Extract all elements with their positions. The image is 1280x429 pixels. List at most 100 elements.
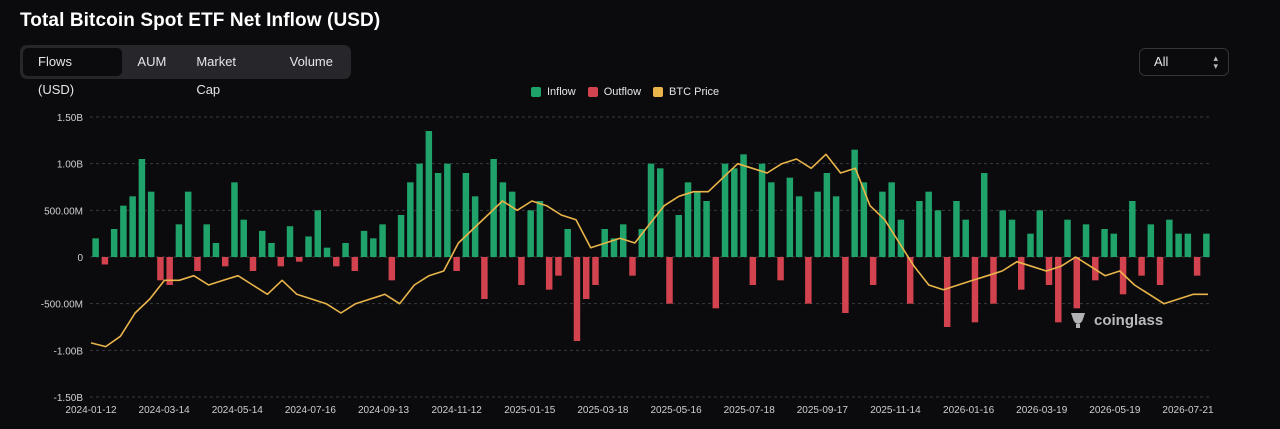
inflow-bar — [1036, 210, 1043, 257]
inflow-bar — [684, 182, 692, 257]
inflow-bar — [397, 215, 405, 257]
inflow-bar — [758, 163, 766, 257]
coinglass-logo-icon — [1071, 313, 1085, 328]
range-select-value: All — [1154, 54, 1169, 69]
outflow-bar — [666, 257, 673, 304]
outflow-bar — [990, 257, 997, 304]
legend-btc-price[interactable]: BTC Price — [653, 86, 719, 98]
outflow-bar — [555, 257, 562, 276]
inflow-bar — [323, 247, 331, 257]
inflow-bar — [138, 159, 146, 257]
inflow-bar — [657, 168, 664, 257]
outflow-bar — [277, 257, 284, 267]
inflow-bar — [370, 238, 377, 257]
outflow-bar — [842, 257, 849, 313]
inflow-bar — [962, 219, 969, 257]
inflow-bar — [203, 224, 210, 257]
inflow-bar — [1082, 224, 1090, 257]
tab-aum[interactable]: AUM — [137, 54, 167, 69]
x-tick-label: 2025-01-15 — [504, 405, 556, 416]
inflow-bar — [499, 182, 507, 257]
x-tick-label: 2025-11-14 — [870, 405, 921, 416]
inflow-bar — [147, 191, 155, 257]
inflow-bar — [721, 163, 729, 257]
inflow-bar — [1129, 201, 1136, 257]
outflow-bar — [1138, 257, 1145, 276]
x-tick-label: 2024-07-16 — [285, 405, 337, 416]
btc-price-swatch — [653, 87, 664, 97]
outflow-bar — [906, 257, 914, 304]
inflow-bar — [527, 210, 534, 257]
inflow-bar — [342, 243, 349, 257]
inflow-bar — [925, 191, 932, 257]
outflow-bar — [1119, 257, 1127, 295]
outflow-bar — [712, 257, 720, 309]
outflow-bar — [351, 257, 359, 271]
outflow-bar — [333, 257, 340, 267]
legend-inflow[interactable]: Inflow — [531, 86, 576, 98]
y-tick-label: 1.00B — [57, 160, 83, 171]
x-tick-label: 2026-03-19 — [1016, 405, 1068, 416]
inflow-bar — [434, 173, 442, 257]
range-select[interactable]: All ▴ ▾ — [1139, 48, 1229, 76]
x-tick-label: 2024-11-12 — [431, 405, 482, 416]
inflow-bar — [360, 230, 368, 257]
x-tick-label: 2024-03-14 — [139, 405, 191, 416]
inflow-bar — [897, 219, 905, 257]
inflow-bar — [564, 229, 571, 257]
x-tick-label: 2025-03-18 — [577, 405, 629, 416]
inflow-bar — [92, 238, 99, 257]
y-tick-label: -500.00M — [41, 300, 83, 311]
inflow-bar — [934, 210, 942, 257]
legend-outflow[interactable]: Outflow — [587, 86, 642, 98]
inflow-bar — [110, 229, 118, 257]
outflow-bar — [573, 257, 581, 341]
outflow-bar — [1055, 257, 1062, 323]
inflow-bar — [638, 229, 645, 257]
inflow-bar — [851, 149, 858, 257]
inflow-bar — [120, 205, 127, 257]
inflow-bar — [425, 131, 433, 257]
outflow-bar — [749, 257, 757, 285]
y-tick-label: -1.50B — [54, 393, 84, 404]
outflow-bar — [592, 257, 599, 285]
page-title: Total Bitcoin Spot ETF Net Inflow (USD) — [20, 10, 381, 31]
outflow-bar — [805, 257, 812, 304]
inflow-bar — [832, 196, 840, 257]
outflow-bar — [545, 257, 553, 290]
inflow-bar — [786, 177, 794, 257]
inflow-bar — [888, 182, 895, 257]
inflow-bar — [647, 163, 655, 257]
inflow-bar — [184, 191, 192, 257]
inflow-bar — [536, 201, 544, 257]
legend-outflow-label: Outflow — [603, 86, 642, 98]
tab-market-cap[interactable]: Market Cap — [196, 54, 237, 97]
outflow-bar — [971, 257, 979, 323]
y-tick-label: 0 — [77, 253, 83, 264]
tab-flows[interactable]: Flows (USD) — [23, 48, 123, 97]
y-tick-label: 1.50B — [57, 113, 83, 124]
legend-btc-price-label: BTC Price — [669, 86, 720, 98]
x-tick-label: 2026-05-19 — [1089, 405, 1141, 416]
inflow-bar — [1110, 233, 1118, 257]
outflow-bar — [1156, 257, 1164, 285]
inflow-bar — [740, 154, 747, 257]
x-tick-label: 2024-01-12 — [65, 405, 117, 416]
inflow-bar — [999, 210, 1006, 257]
inflow-bar — [953, 201, 960, 257]
x-tick-label: 2024-09-13 — [358, 405, 410, 416]
inflow-bar — [314, 210, 322, 257]
outflow-bar — [777, 257, 784, 281]
outflow-bar — [249, 257, 257, 271]
btc-price-line — [90, 153, 1208, 348]
tab-volume[interactable]: Volume — [289, 54, 333, 69]
inflow-bar — [1064, 219, 1071, 257]
inflow-bar — [508, 191, 516, 257]
inflow-bar — [879, 191, 886, 257]
outflow-bar — [1045, 257, 1053, 285]
outflow-swatch — [587, 87, 598, 97]
inflow-bar — [462, 173, 470, 257]
inflow-bar — [407, 182, 414, 257]
x-tick-label: 2025-07-18 — [724, 405, 776, 416]
